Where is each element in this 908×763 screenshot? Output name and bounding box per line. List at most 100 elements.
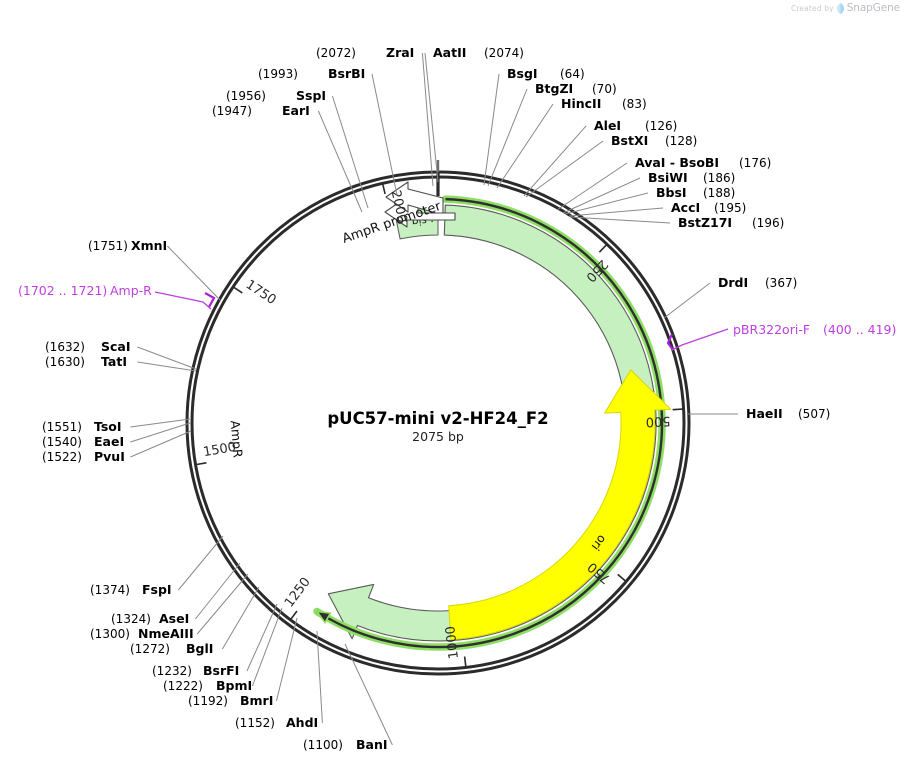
enzyme-position: (196) — [752, 216, 784, 230]
enzyme-leader-line — [421, 52, 434, 187]
enzyme-name: BstZ17I — [678, 215, 732, 230]
enzyme-name: NmeAIII — [138, 626, 194, 641]
amp-r-primer-leader — [154, 291, 212, 310]
enzyme-site-bani[interactable]: BanI (1100) — [303, 737, 388, 752]
enzyme-name: BsiWI — [648, 170, 688, 185]
enzyme-leader-line — [195, 562, 241, 620]
enzyme-position: (2072) — [316, 46, 356, 60]
enzyme-name: ScaI — [101, 339, 131, 354]
enzyme-position: (128) — [665, 134, 697, 148]
enzyme-name: AseI — [159, 611, 189, 626]
enzyme-site-sspi[interactable]: SspI (1956) — [226, 88, 326, 103]
enzyme-site-bstz17i[interactable]: BstZ17I (196) — [678, 215, 784, 230]
enzyme-site-alei[interactable]: AleI (126) — [594, 118, 677, 133]
enzyme-position: (2074) — [484, 46, 524, 60]
enzyme-leader-line — [487, 88, 528, 187]
enzyme-position: (1374) — [90, 583, 130, 597]
primer-amp-r[interactable]: (1702 .. 1721) Amp-R — [18, 283, 216, 310]
enzyme-leader-line — [331, 95, 369, 209]
ruler-tick-mark — [617, 573, 626, 582]
ruler-tick-mark — [233, 286, 243, 294]
enzyme-leader-line — [130, 418, 191, 428]
ori-feature-arrow — [448, 369, 672, 641]
enzyme-site-bgli[interactable]: BglI (1272) — [130, 641, 213, 656]
enzyme-position: (195) — [714, 201, 746, 215]
ruler-tick-label: 500 — [645, 413, 671, 429]
ruler-tick-mark — [382, 184, 386, 195]
enzyme-site-pvui[interactable]: PvuI (1522) — [42, 449, 125, 464]
primer-pbr322ori-f[interactable]: pBR322ori-F (400 .. 419) — [666, 322, 896, 351]
enzyme-site-bsrfi[interactable]: BsrFI (1232) — [152, 663, 239, 678]
enzyme-position: (1232) — [152, 664, 192, 678]
enzyme-position: (1222) — [163, 679, 203, 693]
enzyme-name: BsgI — [507, 66, 538, 81]
enzyme-site-nmeaiii[interactable]: NmeAIII (1300) — [90, 626, 194, 641]
pbr322ori-f-primer-leader — [671, 328, 729, 351]
enzyme-name: BtgZI — [535, 81, 573, 96]
enzyme-site-tati[interactable]: TatI (1630) — [45, 354, 127, 369]
enzyme-site-eaei[interactable]: EaeI (1540) — [42, 434, 124, 449]
enzyme-position: (1551) — [42, 420, 82, 434]
enzyme-position: (1522) — [42, 450, 82, 464]
ruler-tick-label: 1750 — [243, 277, 279, 308]
enzyme-site-eari[interactable]: EarI (1947) — [212, 103, 310, 118]
enzyme-leader-line — [424, 52, 439, 183]
ampr-cds-arrowhead — [315, 610, 332, 625]
ruler-tick-label: 1000 — [443, 625, 462, 660]
enzyme-leader-line — [496, 103, 554, 189]
enzyme-site-bstxi[interactable]: BstXI (128) — [611, 133, 697, 148]
enzyme-position: (367) — [765, 276, 797, 290]
enzyme-site-bpmi[interactable]: BpmI (1222) — [163, 678, 252, 693]
enzyme-name: BmrI — [240, 693, 273, 708]
enzyme-name: TatI — [101, 354, 127, 369]
enzyme-site-tsoi[interactable]: TsoI (1551) — [42, 419, 122, 434]
enzyme-site-bsrbi[interactable]: BsrBI (1993) — [258, 66, 365, 81]
enzyme-leader-line — [178, 535, 224, 591]
enzyme-site-aatii[interactable]: AatII (2074) — [433, 45, 524, 60]
enzyme-leader-line — [562, 177, 641, 214]
enzyme-site-haeii[interactable]: HaeII (507) — [746, 406, 830, 421]
enzyme-name: BsrBI — [328, 66, 365, 81]
enzyme-site-bsiwi[interactable]: BsiWI (186) — [648, 170, 735, 185]
enzyme-site-zrai[interactable]: ZraI (2072) — [316, 45, 414, 60]
enzyme-site-drdi[interactable]: DrdI (367) — [718, 275, 797, 290]
enzyme-site-bbsi[interactable]: BbsI (188) — [656, 185, 735, 200]
enzyme-site-btgzi[interactable]: BtgZI (70) — [535, 81, 617, 96]
ruler-tick-mark — [290, 610, 298, 620]
enzyme-name: DrdI — [718, 275, 748, 290]
enzyme-name: EaeI — [94, 434, 124, 449]
enzyme-position: (1751) — [88, 239, 128, 253]
enzyme-site-avai-bsobi[interactable]: AvaI - BsoBI (176) — [635, 155, 771, 170]
enzyme-position: (188) — [703, 186, 735, 200]
primer-layer: (1702 .. 1721) Amp-R pBR322ori-F (400 .. 41… — [18, 283, 896, 351]
enzyme-name: AleI — [594, 118, 621, 133]
enzyme-site-asei[interactable]: AseI (1324) — [111, 611, 189, 626]
ruler-tick-mark — [196, 462, 207, 466]
enzyme-position: (1947) — [212, 104, 252, 118]
enzyme-position: (507) — [798, 407, 830, 421]
enzyme-site-bmri[interactable]: BmrI (1192) — [188, 693, 273, 708]
watermark-created-by-label: Created by — [790, 3, 834, 13]
enzyme-name: BbsI — [656, 185, 687, 200]
enzyme-name: AhdI — [286, 715, 318, 730]
ruler-tick-label: 2000 — [388, 189, 410, 225]
ruler-tick-1000: 1000 — [443, 625, 467, 667]
enzyme-leader-line — [167, 245, 221, 301]
enzyme-leader-line — [317, 110, 363, 213]
enzyme-site-fspi[interactable]: FspI (1374) — [90, 582, 172, 597]
enzyme-leader-line — [275, 617, 298, 702]
watermark-brand-label: SnapGene — [846, 2, 900, 14]
feature-ori: ori — [448, 369, 672, 641]
enzyme-site-xmni[interactable]: XmnI(1751) — [88, 238, 167, 253]
enzyme-leader-line — [246, 603, 278, 672]
enzyme-leader-line — [137, 346, 197, 370]
enzyme-leader-line — [483, 73, 500, 186]
enzyme-site-ahdi[interactable]: AhdI (1152) — [235, 715, 318, 730]
enzyme-site-scai[interactable]: ScaI (1632) — [45, 339, 131, 354]
enzyme-leader-line — [344, 643, 393, 746]
enzyme-position: (1300) — [90, 627, 130, 641]
enzyme-site-bsgi[interactable]: BsgI (64) — [507, 66, 585, 81]
enzyme-site-hincii[interactable]: HincII (83) — [561, 96, 647, 111]
enzyme-site-acci[interactable]: AccI (195) — [671, 200, 746, 215]
ampr-cds-line-group — [313, 195, 666, 651]
